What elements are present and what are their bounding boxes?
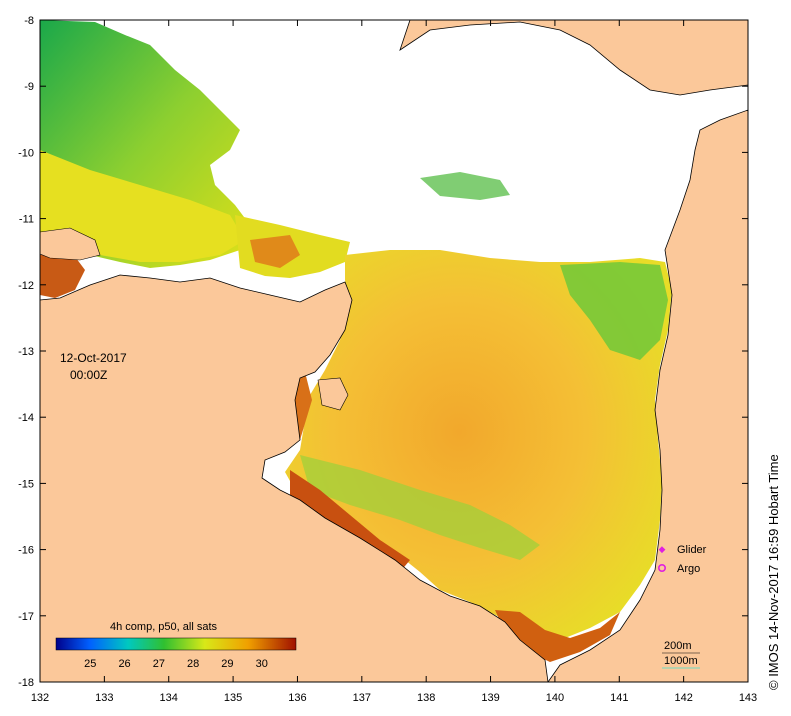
lon-tick-label: 141 <box>610 692 628 704</box>
copyright-label: © IMOS 14-Nov-2017 16:59 Hobart Time <box>766 454 781 690</box>
sst-gulf-green-east <box>560 262 668 360</box>
land-melville-island <box>40 227 101 261</box>
isobath-1000-label: 1000m <box>664 655 698 667</box>
land-northern-territory <box>40 274 549 682</box>
colorbar-tick-label: 25 <box>84 658 96 670</box>
isobath-legend: 200m 1000m <box>662 640 700 669</box>
lat-tick-label: -11 <box>19 214 34 226</box>
lat-tick-label: -13 <box>18 346 34 358</box>
platform-legend: ◆ Glider Argo <box>657 544 707 575</box>
lat-tick-label: -14 <box>18 412 34 424</box>
sst-northwest-warm <box>40 150 245 262</box>
sst-warm-southwest-coast <box>290 470 410 572</box>
lon-tick-label: 132 <box>31 692 49 704</box>
lat-tick-label: -16 <box>18 545 34 557</box>
argo-icon <box>657 563 666 572</box>
colorbar-tick-label: 29 <box>221 658 233 670</box>
lon-tick-label: 142 <box>674 692 692 704</box>
map-time: 00:00Z <box>70 368 107 382</box>
colorbar-tick-label: 28 <box>187 658 199 670</box>
map-date: 12-Oct-2017 <box>60 351 127 365</box>
lon-tick-label: 136 <box>288 692 306 704</box>
lon-tick-label: 135 <box>224 692 242 704</box>
colorbar-title: 4h comp, p50, all sats <box>110 621 218 633</box>
sst-band-north <box>420 172 510 200</box>
land-new-guinea <box>399 20 748 96</box>
lon-tick-label: 138 <box>417 692 435 704</box>
colorbar-tick-label: 26 <box>118 658 130 670</box>
longitude-axis: 132 133 134 135 136 137 138 139 140 141 142 143 <box>31 20 757 704</box>
lat-tick-label: -15 <box>18 478 34 490</box>
lat-tick-label: -8 <box>24 15 34 27</box>
sst-warm-north-patch <box>250 235 300 268</box>
lon-tick-label: 140 <box>546 692 564 704</box>
legend-argo: Argo <box>677 563 700 575</box>
lat-tick-label: -18 <box>18 677 34 689</box>
lon-tick-label: 133 <box>95 692 113 704</box>
sst-gulf <box>285 250 672 655</box>
colorbar-tick-label: 30 <box>256 658 268 670</box>
lat-tick-label: -12 <box>18 280 34 292</box>
latitude-axis: -8 -9 -10 -11 -12 -13 -14 -15 -16 -17 -18 <box>18 15 748 689</box>
colorbar: 4h comp, p50, all sats 25 26 27 28 29 30 <box>55 621 297 670</box>
glider-icon: ◆ <box>659 544 666 554</box>
lon-tick-label: 137 <box>353 692 371 704</box>
lat-tick-label: -17 <box>18 611 34 623</box>
lat-tick-label: -9 <box>24 81 34 93</box>
sst-gulf-green-south <box>300 455 540 560</box>
sst-warm-nw-patch <box>40 250 85 298</box>
colorbar-ticks: 25 26 27 28 29 30 <box>84 658 268 670</box>
lon-tick-label: 134 <box>160 692 178 704</box>
legend-glider: Glider <box>677 544 707 556</box>
lat-tick-label: -10 <box>18 147 34 159</box>
land-cape-york <box>547 109 748 682</box>
map-plot-area <box>40 20 748 682</box>
colorbar-gradient <box>55 637 297 651</box>
land-groote-eylandt <box>317 377 349 411</box>
colorbar-tick-label: 27 <box>153 658 165 670</box>
lon-tick-label: 139 <box>481 692 499 704</box>
isobath-200-label: 200m <box>664 640 692 652</box>
lon-tick-label: 143 <box>739 692 757 704</box>
